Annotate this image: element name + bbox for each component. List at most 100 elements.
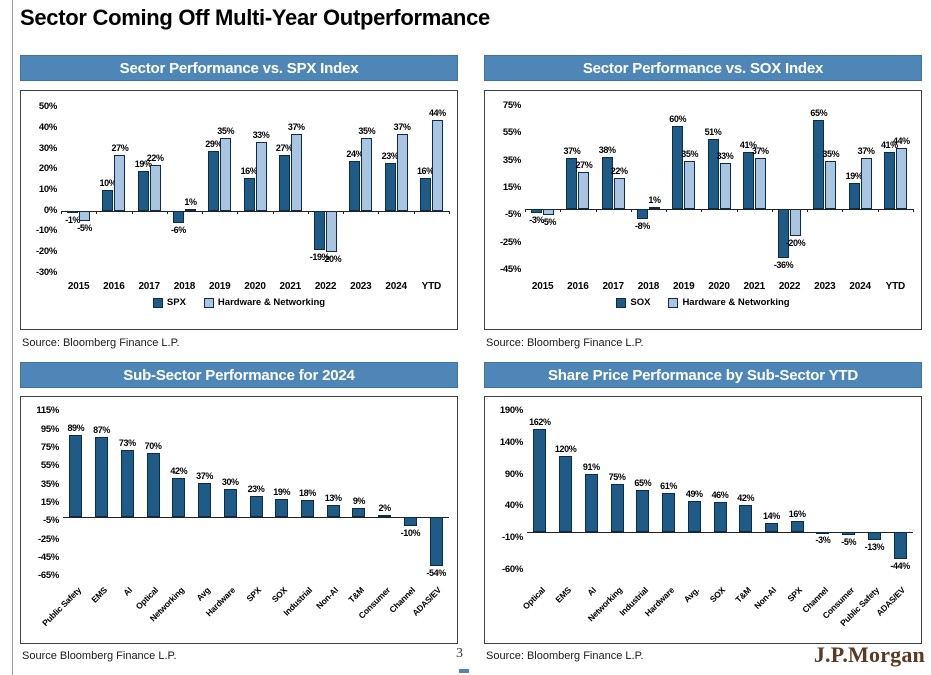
x-axis-tick bbox=[630, 208, 632, 212]
bar bbox=[184, 208, 196, 211]
bar-value-label: 35% bbox=[822, 148, 840, 159]
bar-value-label: 60% bbox=[669, 114, 687, 125]
bar bbox=[146, 452, 160, 517]
x-axis-tick bbox=[307, 210, 309, 214]
legend-item: Hardware & Networking bbox=[668, 297, 790, 308]
y-axis-tick-label: 0% bbox=[43, 204, 57, 216]
y-axis-tick-label: -45% bbox=[500, 264, 521, 276]
y-axis-tick-label: 75% bbox=[40, 442, 59, 454]
x-axis-label: 2020 bbox=[244, 281, 266, 292]
x-axis-line bbox=[525, 208, 913, 210]
x-axis-tick bbox=[378, 210, 380, 214]
source-note: Source Bloomberg Finance L.P. bbox=[22, 650, 177, 662]
bar bbox=[543, 208, 555, 216]
x-axis-tick bbox=[96, 210, 98, 214]
bar-value-label: 33% bbox=[716, 151, 734, 162]
x-axis-tick bbox=[666, 208, 668, 212]
bar-value-label: -3% bbox=[529, 214, 545, 225]
bar bbox=[684, 160, 696, 209]
y-axis-tick-label: 30% bbox=[38, 142, 57, 154]
bar-value-label: 35% bbox=[681, 148, 699, 159]
bar bbox=[137, 171, 149, 211]
bar bbox=[883, 152, 895, 209]
bar-value-label: -54% bbox=[426, 568, 446, 579]
y-axis-tick-label: -5% bbox=[43, 515, 59, 527]
y-axis-tick-label: -65% bbox=[38, 570, 59, 582]
bar-value-label: -6% bbox=[171, 225, 186, 236]
bar bbox=[860, 157, 872, 209]
bar-value-label: 19% bbox=[273, 487, 291, 498]
x-axis-label: 2023 bbox=[814, 281, 836, 292]
y-axis-tick-label: 50% bbox=[38, 101, 57, 113]
legend-label: SPX bbox=[166, 297, 186, 308]
x-axis-label: YTD bbox=[421, 281, 442, 292]
x-axis-tick bbox=[877, 208, 879, 212]
bar bbox=[403, 516, 417, 526]
bar bbox=[842, 531, 856, 535]
x-axis-label: 2024 bbox=[385, 281, 407, 292]
legend-item: Hardware & Networking bbox=[203, 297, 325, 308]
chart-title-sox: Sector Performance vs. SOX Index bbox=[484, 55, 922, 81]
bar-value-label: 16% bbox=[416, 165, 434, 176]
bar bbox=[198, 482, 212, 517]
bar-value-label: 73% bbox=[118, 437, 136, 448]
bar bbox=[816, 531, 830, 534]
chart-panel-sox: Sector Performance vs. SOX Index 75% 55% 3… bbox=[484, 55, 922, 355]
jpmorgan-logo: J.P.Morgan bbox=[813, 642, 925, 667]
x-axis-tick bbox=[237, 210, 239, 214]
x-axis-label: YTD bbox=[885, 281, 906, 292]
bar bbox=[601, 156, 613, 209]
bar bbox=[636, 490, 650, 532]
page-number: 3 bbox=[456, 646, 463, 661]
bar-value-label: 91% bbox=[582, 461, 600, 472]
x-axis-line bbox=[61, 210, 449, 212]
bar-value-label: 18% bbox=[299, 488, 316, 499]
bar bbox=[114, 154, 126, 211]
bar bbox=[754, 157, 766, 209]
bar-value-label: 42% bbox=[170, 466, 188, 477]
x-axis-tick bbox=[560, 208, 562, 212]
x-axis-label: 2017 bbox=[138, 281, 160, 292]
source-note: Source: Bloomberg Finance L.P. bbox=[22, 337, 180, 349]
bar-value-label: 9% bbox=[352, 496, 366, 507]
chart-panel-subsector-2024: Sub-Sector Performance for 2024 115% 95% 7… bbox=[20, 362, 458, 672]
bar-value-label: -3% bbox=[815, 535, 831, 546]
x-axis-label: 2020 bbox=[708, 281, 730, 292]
chart-subsector-ytd: 190% 140% 90% 40% -10% -60% 162% Optical 120% EMS… bbox=[484, 396, 922, 644]
bar bbox=[278, 154, 290, 211]
bar bbox=[419, 177, 431, 211]
x-axis-line bbox=[527, 531, 913, 533]
bar-value-label: -5% bbox=[541, 217, 557, 228]
bar bbox=[533, 429, 547, 532]
legend-swatch bbox=[152, 297, 163, 308]
bar bbox=[220, 138, 232, 211]
bar-value-label: -5% bbox=[841, 536, 857, 547]
bar-value-label: 37% bbox=[287, 122, 305, 133]
bar-value-label: -5% bbox=[77, 223, 93, 234]
left-margin-rule bbox=[12, 0, 13, 675]
bar bbox=[648, 207, 660, 210]
x-axis-label: 2022 bbox=[314, 281, 337, 292]
chart-legend: SPX Hardware & Networking bbox=[21, 297, 457, 308]
x-axis-label: 2017 bbox=[602, 281, 624, 292]
chart-panel-subsector-ytd: Share Price Performance by Sub-Sector YT… bbox=[484, 362, 922, 672]
bar bbox=[687, 500, 701, 532]
y-axis-tick-label: 40% bbox=[38, 121, 57, 133]
y-axis-tick-label: 15% bbox=[40, 496, 59, 508]
y-axis-tick-label: 10% bbox=[38, 184, 57, 196]
y-axis-tick-label: -10% bbox=[502, 531, 523, 543]
y-axis-tick-label: -30% bbox=[36, 266, 57, 278]
y-axis-tick-label: 35% bbox=[40, 478, 59, 490]
y-axis-tick-label: 95% bbox=[40, 423, 59, 435]
bar-value-label: -1% bbox=[65, 214, 81, 225]
x-axis-tick bbox=[771, 208, 773, 212]
chart-title-subsector-ytd: Share Price Performance by Sub-Sector YT… bbox=[484, 362, 922, 388]
bar-value-label: 37% bbox=[196, 470, 213, 481]
bar bbox=[848, 182, 860, 209]
bar bbox=[384, 163, 396, 211]
chart-title-subsector-2024: Sub-Sector Performance for 2024 bbox=[20, 362, 458, 388]
x-axis-tick bbox=[272, 210, 274, 214]
y-axis-tick-label: 15% bbox=[502, 182, 521, 193]
bar bbox=[208, 150, 220, 211]
y-axis-tick-label: 55% bbox=[40, 460, 59, 472]
